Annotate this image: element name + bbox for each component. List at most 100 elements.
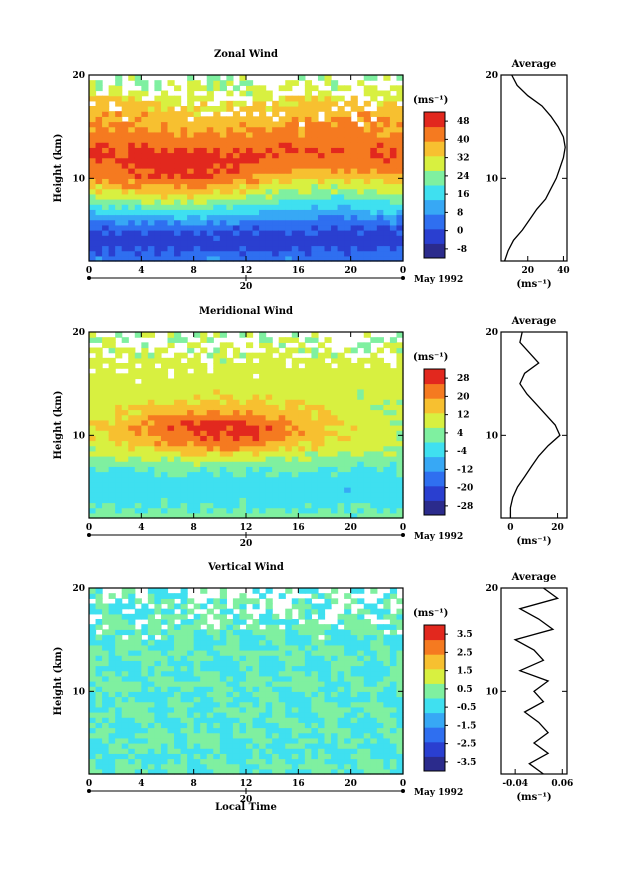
- heatmap-cell: [239, 404, 247, 411]
- heatmap-cell: [102, 696, 110, 703]
- heatmap-cell: [298, 624, 306, 630]
- heatmap-cell: [200, 332, 208, 338]
- heatmap-cell: [213, 116, 221, 123]
- heatmap-cell: [180, 394, 188, 400]
- colorbar-band: [424, 398, 445, 414]
- heatmap-cell: [95, 748, 103, 754]
- heatmap-cell: [95, 430, 103, 436]
- heatmap-cell: [102, 743, 110, 749]
- heatmap-cell: [331, 95, 339, 102]
- heatmap-cell: [187, 753, 195, 760]
- heatmap-cell: [200, 450, 208, 457]
- heatmap-cell: [219, 250, 227, 257]
- heatmap-cell: [376, 497, 384, 504]
- colorbar-band: [424, 639, 445, 655]
- heatmap-cell: [252, 168, 260, 174]
- heatmap-cell: [95, 650, 103, 656]
- heatmap-cell: [206, 701, 214, 708]
- heatmap-cell: [160, 214, 169, 221]
- heatmap-cell: [115, 204, 123, 210]
- heatmap-cell: [396, 712, 404, 718]
- heatmap-cell: [154, 121, 162, 128]
- heatmap-cell: [272, 691, 280, 698]
- heatmap-cell: [278, 126, 286, 133]
- heatmap-cell: [331, 753, 339, 760]
- heatmap-cell: [357, 116, 365, 123]
- heatmap-cell: [219, 603, 227, 610]
- heatmap-cell: [265, 142, 273, 148]
- heatmap-cell: [357, 162, 365, 169]
- heatmap-cell: [193, 763, 201, 770]
- heatmap-cell: [187, 681, 195, 687]
- heatmap-cell: [187, 727, 195, 734]
- heatmap-cell: [128, 624, 136, 630]
- heatmap-cell: [115, 619, 123, 625]
- heatmap-cell: [389, 481, 398, 488]
- heatmap-cell: [206, 598, 214, 605]
- heatmap-cell: [350, 209, 358, 216]
- heatmap-cell: [285, 588, 293, 594]
- heatmap-cell: [285, 235, 293, 241]
- heatmap-cell: [128, 743, 136, 749]
- heatmap-cell: [291, 126, 299, 133]
- heatmap-cell: [252, 588, 260, 594]
- heatmap-cell: [317, 142, 326, 148]
- heatmap-cell: [357, 342, 365, 349]
- heatmap-cell: [246, 701, 254, 708]
- heatmap-cell: [115, 347, 123, 354]
- heatmap-cell: [102, 419, 110, 426]
- heatmap-cell: [337, 199, 345, 205]
- heatmap-cell: [344, 706, 352, 713]
- heatmap-cell: [259, 126, 267, 133]
- heatmap-cell: [128, 634, 136, 641]
- heatmap-cell: [232, 255, 241, 262]
- heatmap-cell: [121, 681, 129, 687]
- heatmap-cell: [89, 445, 97, 452]
- heatmap-cell: [226, 481, 234, 488]
- heatmap-cell: [89, 126, 97, 133]
- heatmap-cell: [252, 476, 260, 483]
- heatmap-cell: [337, 512, 345, 519]
- heatmap-cell: [252, 383, 260, 390]
- heatmap-cell: [252, 116, 260, 123]
- heatmap-cell: [265, 414, 273, 421]
- heatmap-cell: [232, 691, 241, 698]
- heatmap-cell: [102, 608, 110, 615]
- heatmap-cell: [265, 737, 273, 744]
- heatmap-cell: [383, 497, 391, 504]
- heatmap-cell: [206, 492, 214, 498]
- heatmap-cell: [278, 230, 286, 236]
- heatmap-cell: [278, 394, 286, 400]
- heatmap-cell: [304, 80, 313, 86]
- heatmap-cell: [219, 209, 227, 216]
- heatmap-cell: [102, 137, 110, 143]
- heatmap-cell: [128, 450, 136, 457]
- heatmap-cell: [95, 173, 103, 179]
- heatmap-cell: [331, 507, 339, 514]
- heatmap-cell: [187, 471, 195, 478]
- heatmap-cell: [239, 722, 247, 729]
- heatmap-cell: [239, 131, 247, 138]
- heatmap-cell: [337, 456, 345, 462]
- heatmap-cell: [95, 219, 103, 226]
- heatmap-cell: [134, 608, 142, 615]
- heatmap-cell: [344, 162, 352, 169]
- heatmap-cell: [337, 209, 345, 216]
- heatmap-cell: [206, 763, 214, 770]
- heatmap-cell: [304, 100, 313, 107]
- heatmap-cell: [167, 168, 175, 174]
- heatmap-cell: [311, 603, 319, 610]
- heatmap-cell: [154, 399, 162, 405]
- heatmap-cell: [252, 487, 260, 493]
- heatmap-cell: [363, 748, 371, 754]
- heatmap-cell: [147, 613, 156, 620]
- heatmap-cell: [200, 240, 208, 247]
- heatmap-cell: [317, 214, 326, 221]
- heatmap-cell: [363, 681, 371, 687]
- heatmap-cell: [285, 245, 293, 252]
- heatmap-cell: [350, 394, 358, 400]
- heatmap-cell: [95, 639, 103, 646]
- heatmap-cell: [95, 188, 103, 195]
- heatmap-cell: [147, 383, 156, 390]
- heatmap-cell: [252, 95, 260, 102]
